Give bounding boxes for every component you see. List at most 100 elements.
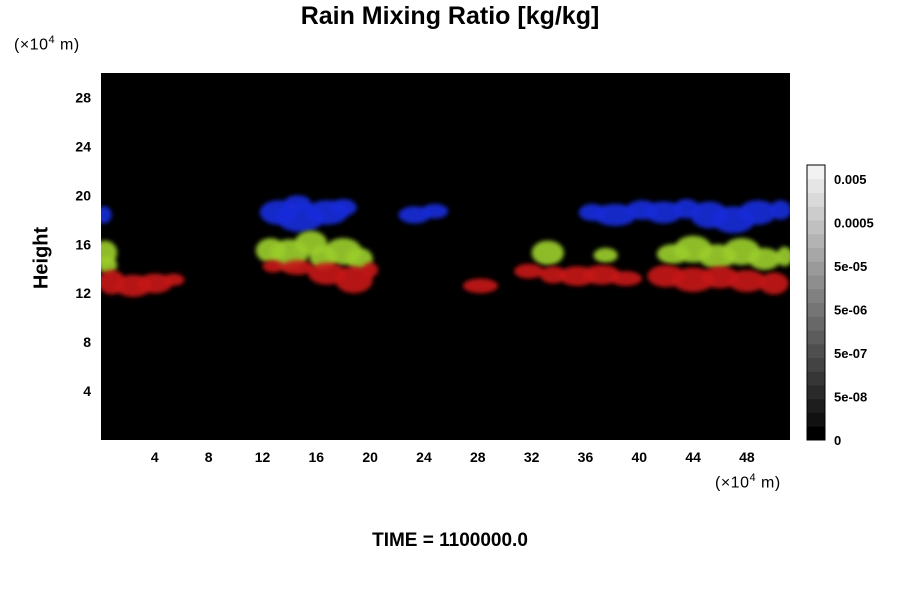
- x-tick-label: 48: [739, 449, 755, 465]
- rain-blob: [644, 201, 683, 224]
- x-tick-label: 20: [362, 449, 378, 465]
- colorbar-segment: [807, 426, 825, 441]
- x-axis: 4 8 12 16 20 24 28 32 36 40 44 48: [151, 449, 755, 465]
- colorbar-segment: [807, 412, 825, 427]
- time-label: TIME = 1100000.0: [372, 530, 528, 551]
- colorbar-segment: [807, 192, 825, 207]
- rain-blob: [281, 260, 314, 275]
- colorbar-segment: [807, 385, 825, 400]
- x-tick-label: 16: [309, 449, 325, 465]
- y-tick-label: 8: [83, 334, 91, 350]
- colorbar-label: 5e-07: [834, 346, 867, 361]
- x-tick: 36: [578, 449, 594, 465]
- x-tick: 24: [416, 449, 432, 465]
- x-tick: 40: [631, 449, 647, 465]
- y-tick: 28: [75, 89, 91, 105]
- x-tick: 8: [205, 449, 213, 465]
- y-unit-suffix: m): [55, 36, 80, 54]
- x-tick-label: 4: [151, 449, 159, 465]
- rain-blob: [514, 263, 544, 279]
- x-tick-label: 44: [685, 449, 701, 465]
- data-layers: [101, 195, 790, 297]
- colorbar-segment: [807, 330, 825, 345]
- y-tick: 16: [75, 236, 91, 252]
- colorbar-segment: [807, 165, 825, 180]
- rain-blob: [769, 200, 790, 220]
- x-tick: 12: [255, 449, 271, 465]
- y-unit-exponent: 4: [48, 34, 56, 46]
- rain-blob: [593, 247, 618, 263]
- y-axis: 4 8 12 16 20 24 28: [75, 89, 91, 399]
- colorbar-label: 0.005: [834, 172, 867, 187]
- colorbar-label: 5e-05: [834, 259, 867, 274]
- x-tick: 20: [362, 449, 378, 465]
- x-tick-label: 24: [416, 449, 432, 465]
- x-unit-suffix: m): [756, 474, 781, 492]
- y-tick-label: 12: [75, 285, 91, 301]
- y-tick: 8: [83, 334, 91, 350]
- rain-blob: [531, 240, 564, 266]
- rain-blob: [738, 200, 777, 225]
- x-tick-label: 36: [578, 449, 594, 465]
- rain-blob: [593, 203, 637, 226]
- rain-blob: [462, 278, 498, 294]
- colorbar-label: 5e-06: [834, 303, 867, 318]
- y-tick: 12: [75, 285, 91, 301]
- rain-blob: [262, 260, 285, 273]
- colorbar-label: 0.0005: [834, 216, 874, 231]
- colorbar-segment: [807, 371, 825, 386]
- colorbar-frame: [806, 164, 826, 441]
- x-tick: 44: [685, 449, 701, 465]
- colorbar-segment: [807, 302, 825, 317]
- x-tick: 48: [739, 449, 755, 465]
- y-tick-label: 20: [75, 187, 91, 203]
- x-unit-label: (×104 m): [715, 472, 781, 492]
- y-tick-label: 16: [75, 236, 91, 252]
- colorbar: 0.005 0.0005 5e-05 5e-06 5e-07 5e-08 0: [806, 164, 874, 448]
- y-tick: 4: [83, 383, 91, 399]
- layer-2: [101, 260, 789, 297]
- x-tick: 16: [309, 449, 325, 465]
- colorbar-segment: [807, 220, 825, 235]
- colorbar-segment: [807, 247, 825, 262]
- x-unit-exponent: 4: [749, 472, 757, 484]
- y-tick: 24: [75, 138, 91, 154]
- rain-blob: [101, 206, 112, 224]
- rain-blob: [776, 246, 790, 267]
- rain-blob: [362, 262, 379, 278]
- colorbar-segment: [807, 261, 825, 276]
- x-unit-prefix: (×10: [715, 474, 750, 492]
- rain-blob: [609, 271, 642, 286]
- x-tick-label: 8: [205, 449, 213, 465]
- rain-blob: [748, 247, 781, 270]
- colorbar-label: 5e-08: [834, 390, 867, 405]
- x-tick: 28: [470, 449, 486, 465]
- layer-0: [101, 195, 790, 234]
- x-tick-label: 32: [524, 449, 540, 465]
- chart-title: Rain Mixing Ratio [kg/kg]: [300, 2, 600, 30]
- x-tick-label: 12: [255, 449, 271, 465]
- x-tick-label: 28: [470, 449, 486, 465]
- y-unit-prefix: (×10: [14, 36, 49, 54]
- y-tick-label: 4: [83, 383, 91, 399]
- x-tick: 32: [524, 449, 540, 465]
- x-tick-label: 40: [631, 449, 647, 465]
- layer-1: [101, 230, 790, 274]
- rain-blob: [101, 256, 118, 274]
- rain-blob: [284, 195, 311, 211]
- colorbar-segment: [807, 233, 825, 248]
- rain-blob: [759, 272, 789, 295]
- colorbar-segment: [807, 343, 825, 358]
- colorbar-segment: [807, 275, 825, 290]
- rain-blob: [162, 273, 185, 286]
- y-tick: 20: [75, 187, 91, 203]
- colorbar-segment: [807, 316, 825, 331]
- colorbar-segment: [807, 206, 825, 221]
- rain-blob: [728, 269, 766, 292]
- rain-blob: [421, 203, 449, 219]
- rain-blob: [329, 199, 357, 217]
- y-tick-label: 28: [75, 89, 91, 105]
- y-tick-label: 24: [75, 138, 91, 154]
- colorbar-label: 0: [834, 433, 841, 448]
